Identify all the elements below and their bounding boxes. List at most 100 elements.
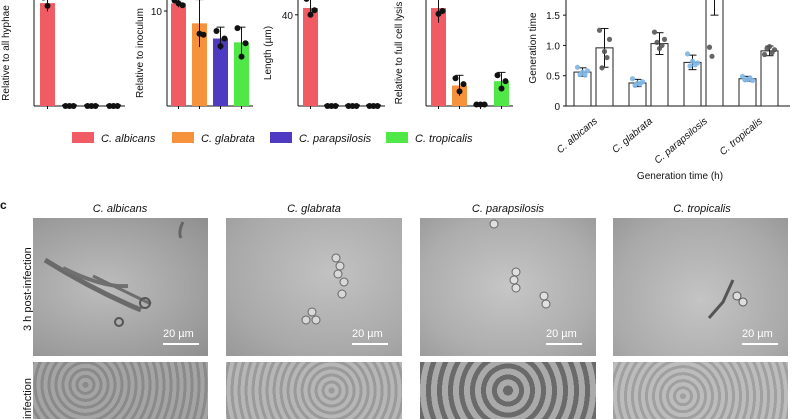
bar (234, 42, 249, 106)
data-point (574, 64, 581, 70)
scale-bar (546, 343, 582, 345)
micrograph-parapsilosis-3h: 20 µm (420, 218, 596, 356)
legend-swatch (386, 132, 408, 143)
data-point (303, 0, 310, 2)
data-point (639, 79, 646, 85)
legend-label: C. tropicalis (415, 133, 473, 145)
y-axis-label: Length (µm) (263, 26, 274, 80)
data-point (739, 73, 746, 79)
x-tick-label: C. tropicalis (718, 116, 765, 158)
scale-bar (352, 343, 388, 345)
data-point (242, 40, 249, 47)
legend-label: C. glabrata (201, 133, 255, 145)
y-axis-label: Generation time (528, 12, 539, 84)
legend-label: C. parapsilosis (299, 133, 372, 145)
x-tick-label: C. parapsilosis (653, 116, 710, 167)
scale-bar (163, 343, 199, 345)
y-axis-label: Relative to full cell lysis (394, 2, 405, 105)
column-label-parapsilosis: C. parapsilosis (471, 203, 545, 215)
chart-hyphae: Relative to all hyphae (1, 0, 125, 109)
bar (40, 3, 55, 107)
legend-swatch (172, 132, 194, 143)
bar (171, 3, 186, 106)
data-point (694, 60, 701, 66)
chart-length: 40 Length (µm) (263, 0, 385, 109)
data-point (41, 0, 46, 1)
y-tick-label: 10 (151, 7, 163, 18)
data-point (761, 51, 768, 58)
data-point (582, 72, 588, 78)
y-tick-label: 40 (282, 11, 294, 22)
micrograph-glabrata-infection (226, 362, 402, 419)
micrograph-albicans-infection (33, 362, 208, 419)
y-tick-label: 0 (554, 102, 560, 113)
column-label-tropicalis: C. tropicalis (673, 203, 731, 215)
scale-bar (742, 343, 778, 345)
legend-swatch (72, 132, 94, 143)
data-point (213, 27, 220, 34)
y-axis-label: Relative to inoculum (135, 8, 146, 98)
scale-text: 20 µm (546, 328, 577, 340)
data-point (311, 7, 318, 14)
data-point (332, 103, 339, 109)
data-point (353, 103, 360, 109)
data-point (706, 44, 713, 50)
data-point (766, 44, 773, 50)
data-point (606, 36, 613, 42)
data-point (659, 42, 665, 49)
x-tick-label: C. glabrata (610, 116, 655, 156)
data-point (238, 53, 245, 60)
scale-text: 20 µm (163, 328, 194, 340)
scale-text: 20 µm (352, 328, 383, 340)
panel-letter-c: c (0, 198, 7, 212)
data-point (687, 63, 693, 69)
chart-lysis: Relative to full cell lysis (394, 0, 513, 109)
y-axis-label: Relative to all hyphae (1, 5, 12, 101)
data-point (651, 29, 658, 35)
data-point (44, 2, 51, 9)
data-point (684, 51, 691, 57)
bar (213, 38, 228, 106)
bar (494, 81, 509, 106)
micrograph-albicans-3h: 20 µm (33, 218, 208, 356)
data-point (629, 76, 636, 82)
data-point (456, 88, 463, 95)
micrograph-tropicalis-3h: 20 µm (613, 218, 788, 356)
bar (573, 71, 592, 107)
data-point (374, 103, 381, 109)
legend-label: C. albicans (101, 133, 156, 145)
x-axis-label: Generation time (h) (637, 171, 723, 182)
micrograph-tropicalis-infection (613, 362, 788, 419)
data-point (604, 54, 610, 61)
column-label-albicans: C. albicans (92, 203, 148, 215)
data-point (494, 72, 501, 79)
x-tick-label: C. albicans (555, 116, 600, 156)
column-label-glabrata: C. glabrata (287, 203, 341, 215)
data-point (179, 2, 186, 9)
data-point (498, 85, 505, 92)
data-point (200, 31, 207, 38)
bar (431, 8, 446, 107)
data-point (689, 58, 696, 64)
data-point (596, 27, 603, 33)
chart-generation: 0 0.5 1.0 1.5 Generation time Generation time… (528, 0, 790, 182)
legend: C. albicans C. glabrata C. parapsilosis C. … (72, 132, 473, 145)
data-point (481, 101, 488, 108)
data-point (452, 75, 459, 82)
data-point (502, 78, 509, 85)
data-point (221, 35, 228, 42)
data-point (654, 39, 660, 46)
data-point (92, 103, 99, 109)
micrograph-glabrata-3h: 20 µm (226, 218, 402, 356)
data-point (599, 65, 605, 71)
data-point (439, 8, 446, 14)
bar (303, 7, 318, 107)
bar (192, 23, 207, 107)
data-point (114, 103, 121, 109)
data-point (749, 77, 756, 84)
data-point (70, 103, 77, 109)
data-point (584, 68, 591, 74)
data-point (709, 53, 715, 59)
data-point (661, 36, 668, 42)
